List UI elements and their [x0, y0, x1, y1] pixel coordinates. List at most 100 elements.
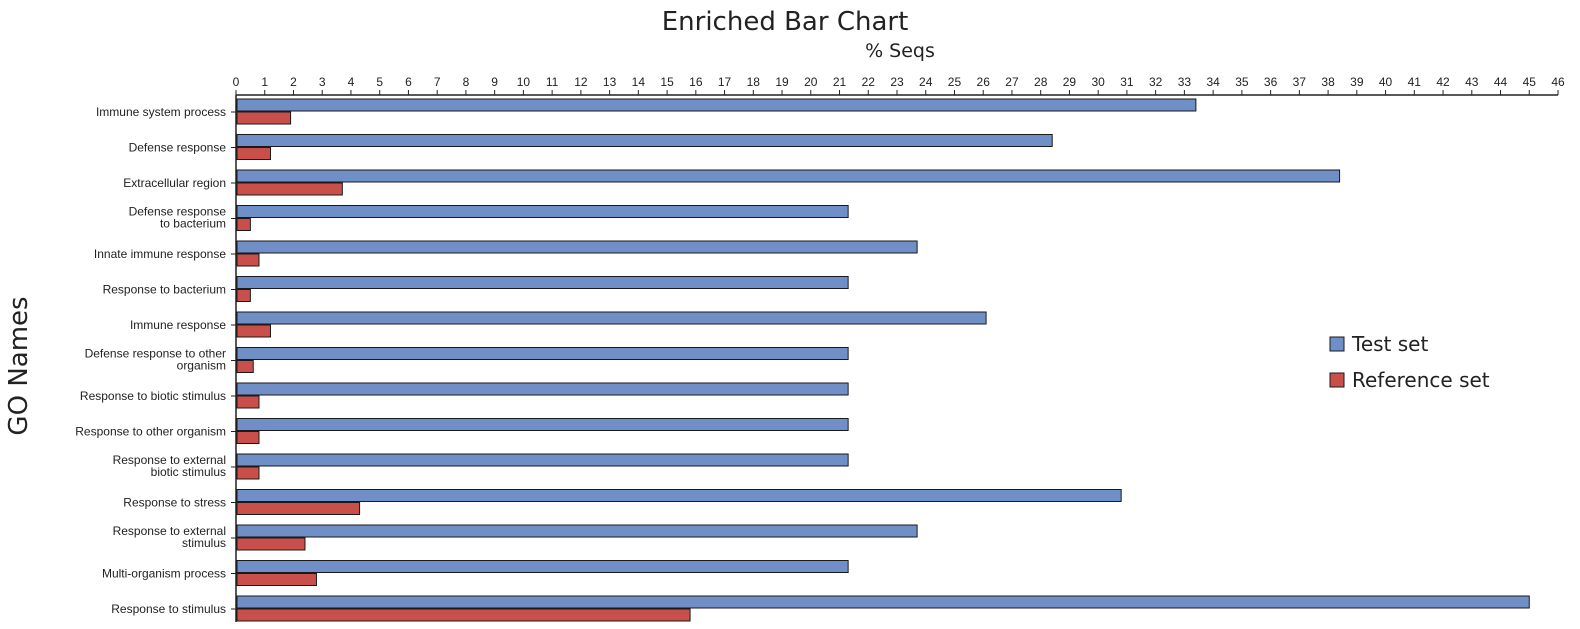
x-tick-label: 39	[1350, 75, 1364, 89]
x-tick-label: 45	[1523, 75, 1537, 89]
category-label: Response to other organism	[75, 425, 226, 439]
x-tick-label: 20	[804, 75, 818, 89]
x-tick-label: 27	[1005, 75, 1019, 89]
x-axis-label: % Seqs	[865, 40, 935, 62]
bar-reference-set	[236, 537, 306, 551]
x-tick-label: 31	[1120, 75, 1134, 89]
bar-reference-set	[236, 182, 343, 196]
x-tick-label: 6	[405, 75, 412, 89]
x-tick-label: 0	[233, 75, 240, 89]
x-tick-label: 43	[1465, 75, 1479, 89]
x-tick-label: 29	[1063, 75, 1077, 89]
bar-reference-set	[236, 431, 260, 444]
x-tick-label: 17	[718, 75, 732, 89]
x-tick-label: 1	[261, 75, 268, 89]
x-tick-label: 11	[546, 75, 559, 89]
bar-test-set	[236, 595, 1530, 609]
bar-test-set	[236, 560, 849, 573]
bar-test-set	[236, 205, 849, 218]
legend-swatch	[1329, 336, 1345, 352]
bar-reference-set	[236, 253, 260, 267]
x-tick-label: 21	[833, 75, 847, 89]
x-tick-label: 4	[348, 75, 355, 89]
x-tick-label: 8	[463, 75, 470, 89]
legend-swatch	[1329, 372, 1345, 388]
x-tick-label: 9	[491, 75, 498, 89]
x-tick-label: 16	[689, 75, 703, 89]
bar-test-set	[236, 418, 849, 431]
bar-test-set	[236, 489, 1122, 502]
x-tick-label: 41	[1408, 75, 1422, 89]
x-tick-label: 13	[603, 75, 617, 89]
legend-label: Test set	[1351, 332, 1428, 356]
x-tick-label: 30	[1091, 75, 1105, 89]
x-tick-label: 12	[574, 75, 588, 89]
x-tick-label: 14	[632, 75, 646, 89]
bar-reference-set	[236, 147, 271, 160]
bar-reference-set	[236, 218, 251, 231]
axes: 0 1 2 3 4 5 6 7 8 9 10 11 12 13 14 15 16 17 18 19 20 21 22 23 24…	[231, 75, 1565, 622]
bar-reference-set	[236, 573, 317, 586]
x-tick-label: 40	[1379, 75, 1393, 89]
legend-label: Reference set	[1352, 368, 1490, 392]
x-tick-label: 46	[1551, 75, 1565, 89]
bar-test-set	[236, 134, 1053, 147]
bar-reference-set	[236, 111, 292, 125]
y-axis-label: GO Names	[4, 296, 34, 435]
bar-reference-set	[236, 289, 251, 302]
bar-reference-set	[236, 395, 260, 409]
category-label: Response to biotic stimulus	[80, 389, 226, 403]
bar-reference-set	[236, 360, 254, 373]
bar-test-set	[236, 524, 918, 538]
bar-test-set	[236, 98, 1197, 112]
x-tick-label: 18	[747, 75, 761, 89]
bar-test-set	[236, 276, 849, 289]
x-tick-label: 7	[434, 75, 441, 89]
chart-title: Enriched Bar Chart	[662, 7, 909, 37]
category-label: Response to stimulus	[111, 602, 226, 616]
x-tick-label: 2	[290, 75, 297, 89]
x-tick-label: 24	[919, 75, 933, 89]
x-tick-label: 42	[1436, 75, 1450, 89]
category-label: Response to bacterium	[103, 283, 226, 297]
category-label: Defense response to other organism	[85, 347, 226, 373]
bar-test-set	[236, 311, 987, 325]
category-label: Defense response to bacterium	[129, 205, 227, 231]
bar-test-set	[236, 453, 849, 467]
x-tick-label: 38	[1321, 75, 1335, 89]
x-tick-label: 32	[1149, 75, 1163, 89]
x-tick-label: 44	[1494, 75, 1508, 89]
x-tick-label: 26	[977, 75, 991, 89]
bar-test-set	[236, 347, 849, 360]
x-tick-label: 37	[1293, 75, 1307, 89]
category-label: Immune response	[130, 318, 226, 332]
x-tick-label: 33	[1178, 75, 1192, 89]
legend: Test set Reference set	[1329, 332, 1490, 392]
x-tick-label: 34	[1206, 75, 1220, 89]
bar-reference-set	[236, 502, 361, 515]
bars	[236, 98, 1530, 622]
x-tick-label: 25	[948, 75, 962, 89]
category-label: Response to stress	[123, 496, 226, 510]
bar-reference-set	[236, 608, 691, 622]
category-label: Immune system process	[96, 105, 226, 119]
bar-reference-set	[236, 466, 260, 480]
category-label: Response to external biotic stimulus	[113, 453, 226, 479]
bar-test-set	[236, 382, 849, 396]
bar-test-set	[236, 240, 918, 254]
x-tick-label: 22	[862, 75, 876, 89]
category-labels: Immune system process Defense response Ext…	[75, 105, 226, 616]
category-label: Extracellular region	[123, 176, 226, 190]
x-tick-label: 5	[376, 75, 383, 89]
x-tick-label: 15	[660, 75, 674, 89]
bar-reference-set	[236, 324, 271, 338]
x-tick-label: 35	[1235, 75, 1249, 89]
category-label: Defense response	[129, 141, 227, 155]
x-tick-label: 10	[517, 75, 531, 89]
category-label: Innate immune response	[94, 247, 226, 261]
category-label: Response to external stimulus	[113, 524, 226, 550]
category-label: Multi-organism process	[102, 567, 226, 581]
x-tick-label: 28	[1034, 75, 1048, 89]
x-tick-label: 19	[775, 75, 789, 89]
